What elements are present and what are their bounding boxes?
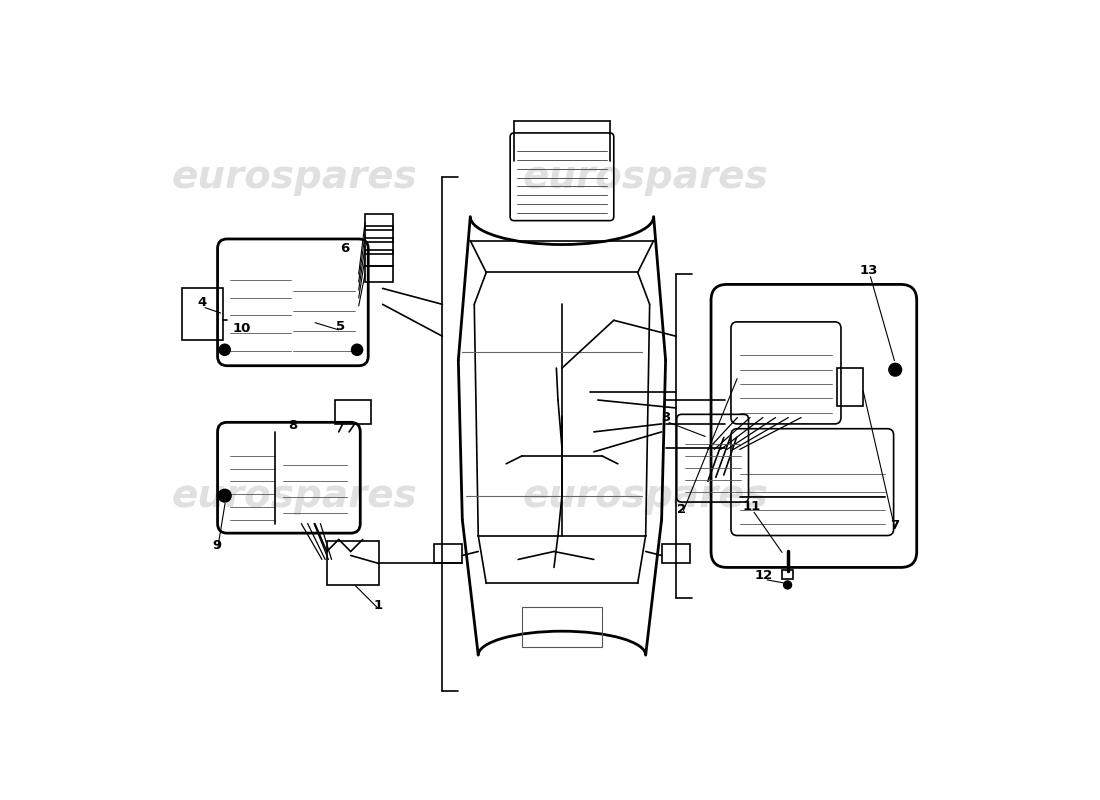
Text: 8: 8 (288, 419, 298, 432)
Circle shape (219, 490, 231, 502)
Bar (365, 266, 393, 282)
Text: 3: 3 (661, 411, 670, 424)
Bar (334, 400, 371, 424)
Bar (365, 250, 393, 266)
Circle shape (219, 344, 230, 355)
Text: eurospares: eurospares (172, 158, 418, 196)
Bar (661, 543, 690, 563)
Text: eurospares: eurospares (522, 158, 769, 196)
Bar (365, 238, 393, 254)
Bar (837, 368, 862, 406)
Circle shape (352, 344, 363, 355)
Text: 11: 11 (742, 499, 761, 513)
Bar (434, 543, 462, 563)
Bar (182, 288, 223, 340)
Text: eurospares: eurospares (522, 477, 769, 514)
Text: 13: 13 (860, 263, 878, 277)
Bar (522, 607, 602, 647)
Text: 12: 12 (755, 569, 773, 582)
Text: 4: 4 (197, 296, 206, 310)
Text: 10: 10 (232, 322, 251, 334)
Text: 7: 7 (890, 519, 899, 533)
Bar (365, 226, 393, 242)
Text: 5: 5 (336, 320, 345, 333)
Bar (327, 541, 378, 585)
Text: 2: 2 (676, 502, 686, 516)
Text: 1: 1 (374, 599, 383, 612)
Text: 9: 9 (212, 538, 221, 551)
Circle shape (783, 581, 792, 589)
Bar (365, 214, 393, 230)
Text: eurospares: eurospares (172, 477, 418, 514)
Circle shape (889, 363, 902, 376)
Text: 6: 6 (341, 242, 350, 255)
Bar (782, 570, 793, 579)
